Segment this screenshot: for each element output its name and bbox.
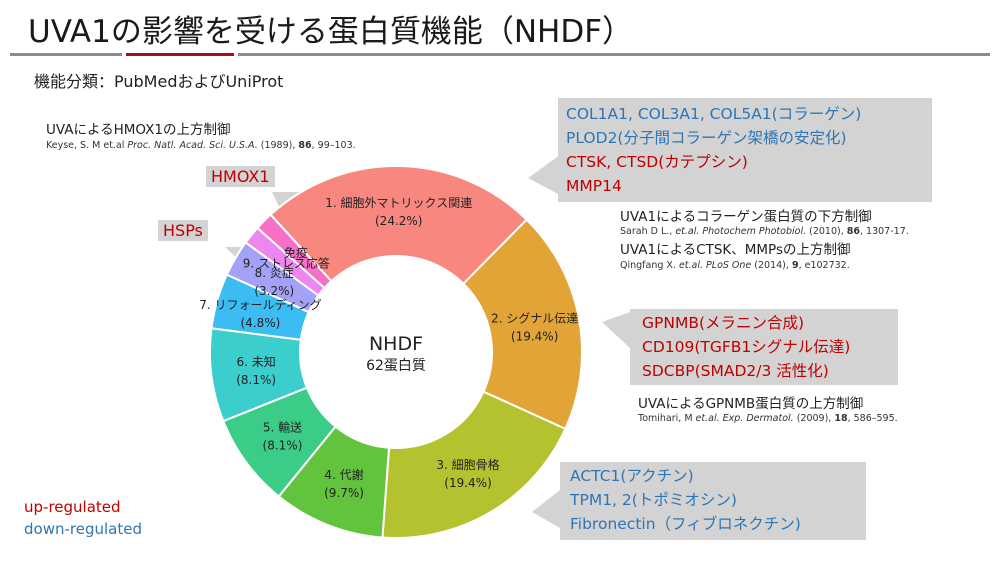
donut-slice-10	[256, 213, 333, 290]
ref-volume: 86	[846, 226, 860, 237]
cytoskeleton-callout-line: TPM1, 2(トポミオシン)	[570, 491, 737, 509]
signal-callout-pointer	[602, 312, 630, 348]
ref-authors: Sarah D L.,	[620, 226, 676, 237]
donut-center-subtitle: 62蛋白質	[366, 358, 426, 374]
cytoskeleton-callout-line: ACTC1(アクチン)	[570, 467, 694, 485]
slice-label-10: 免疫	[284, 245, 308, 260]
slice-pct-8: (3.2%)	[254, 284, 294, 298]
donut-slice-3	[381, 390, 567, 539]
legend-down: down-regulated	[24, 520, 142, 538]
signal-callout-line: GPNMB(メラニン合成)	[642, 314, 805, 332]
cytoskeleton-callout-pointer	[532, 490, 560, 528]
ecm-callout-line: COL1A1, COL3A1, COL5A1(コラーゲン)	[566, 105, 862, 123]
slice-label-2: 2. シグナル伝達	[491, 311, 578, 325]
slice-pct-6: (8.1%)	[236, 373, 276, 387]
donut-center-title: NHDF	[369, 333, 423, 355]
slide-subtitle: 機能分類：PubMedおよびUniProt	[34, 72, 284, 91]
ctsk-heading: UVA1によるCTSK、MMPsの上方制御	[620, 242, 851, 258]
ctsk-reference: Qingfang X. et.al. PLoS One (2014), 9, e…	[620, 260, 850, 271]
signal-callout: GPNMB(メラニン合成) CD109(TGFB1シグナル伝達) SDCBP(SMA…	[630, 309, 898, 385]
collagen-reference: Sarah D L., et.al. Photochem Photobiol. …	[620, 226, 909, 237]
gpnmb-heading: UVAによるGPNMB蛋白質の上方制御	[638, 396, 864, 412]
slice-label-8: 8. 炎症	[255, 265, 294, 280]
gpnmb-reference: Tomihari, M et.al. Exp. Dermatol. (2009)…	[638, 413, 898, 424]
ref-year: (2014),	[751, 260, 792, 271]
ref-year: (2010),	[806, 226, 847, 237]
legend-up: up-regulated	[24, 498, 121, 516]
ref-journal: Proc. Natl. Acad. Sci. U.S.A.	[127, 140, 258, 151]
ref-volume: 86	[298, 140, 312, 151]
title-rule-right	[238, 53, 990, 56]
slice-pct-3: (19.4%)	[444, 476, 491, 490]
title-rule-accent	[126, 53, 234, 56]
ecm-callout-line: PLOD2(分子間コラーゲン架橋の安定化)	[566, 129, 847, 147]
slide-title: UVA1の影響を受ける蛋白質機能（NHDF）	[28, 14, 634, 50]
ref-pages: , 1307-17.	[860, 226, 909, 237]
slice-label-9: 9. ストレス応答	[243, 255, 330, 270]
donut-slice-2	[462, 218, 583, 431]
slice-pct-7: (4.8%)	[241, 316, 281, 330]
slice-pct-5: (8.1%)	[263, 439, 303, 453]
ecm-callout-line: CTSK, CTSD(カテプシン)	[566, 153, 748, 171]
slice-pct-4: (9.7%)	[324, 486, 364, 500]
ref-journal: et.al. Exp. Dermatol.	[695, 413, 794, 424]
cytoskeleton-callout: ACTC1(アクチン) TPM1, 2(トポミオシン) Fibronectin（フィ…	[560, 462, 866, 540]
slice-label-3: 3. 細胞骨格	[436, 457, 499, 472]
slice-label-4: 4. 代謝	[324, 467, 363, 482]
cytoskeleton-callout-line: Fibronectin（フィブロネクチン)	[570, 515, 801, 533]
ref-volume: 18	[834, 413, 848, 424]
ref-pages: , 99–103.	[311, 140, 356, 151]
hsps-tag: HSPs	[158, 220, 208, 241]
signal-callout-line: CD109(TGFB1シグナル伝達)	[642, 338, 851, 356]
ref-year: (2009),	[793, 413, 835, 424]
ref-year: (1989),	[257, 140, 299, 151]
slice-pct-1: (24.2%)	[375, 214, 422, 228]
hmox1-tag: HMOX1	[206, 166, 275, 187]
collagen-heading: UVA1によるコラーゲン蛋白質の下方制御	[620, 209, 872, 225]
ecm-callout-line: MMP14	[566, 177, 622, 195]
ref-pages: , e102732.	[798, 260, 850, 271]
ecm-callout-pointer	[528, 155, 560, 195]
slice-pct-2: (19.4%)	[511, 329, 558, 343]
title-rule-left	[10, 53, 122, 56]
ref-authors: Keyse, S. M et.al	[46, 140, 128, 151]
donut-slice-1	[269, 165, 529, 286]
ref-journal: et.al. PLoS One	[678, 260, 752, 271]
ecm-callout: COL1A1, COL3A1, COL5A1(コラーゲン) PLOD2(分子間コラ…	[558, 98, 932, 202]
signal-callout-line: SDCBP(SMAD2/3 活性化)	[642, 362, 829, 380]
slice-label-1: 1. 細胞外マトリックス関連	[325, 196, 472, 210]
slice-label-7: 7. リフォールディング	[199, 297, 321, 312]
legend-down-label: down-regulated	[24, 520, 142, 538]
slice-label-5: 5. 輸送	[263, 420, 302, 435]
hmox1-reference: Keyse, S. M et.al Proc. Natl. Acad. Sci.…	[46, 140, 356, 151]
ref-journal: et.al. Photochem Photobiol.	[675, 226, 807, 237]
ref-pages: , 586–595.	[847, 413, 898, 424]
ref-authors: Qingfang X.	[620, 260, 679, 271]
slice-label-6: 6. 未知	[236, 355, 275, 369]
ref-volume: 9	[791, 260, 799, 271]
ref-authors: Tomihari, M	[638, 413, 696, 424]
legend-up-label: up-regulated	[24, 498, 121, 516]
hmox1-heading: UVAによるHMOX1の上方制御	[46, 122, 231, 138]
